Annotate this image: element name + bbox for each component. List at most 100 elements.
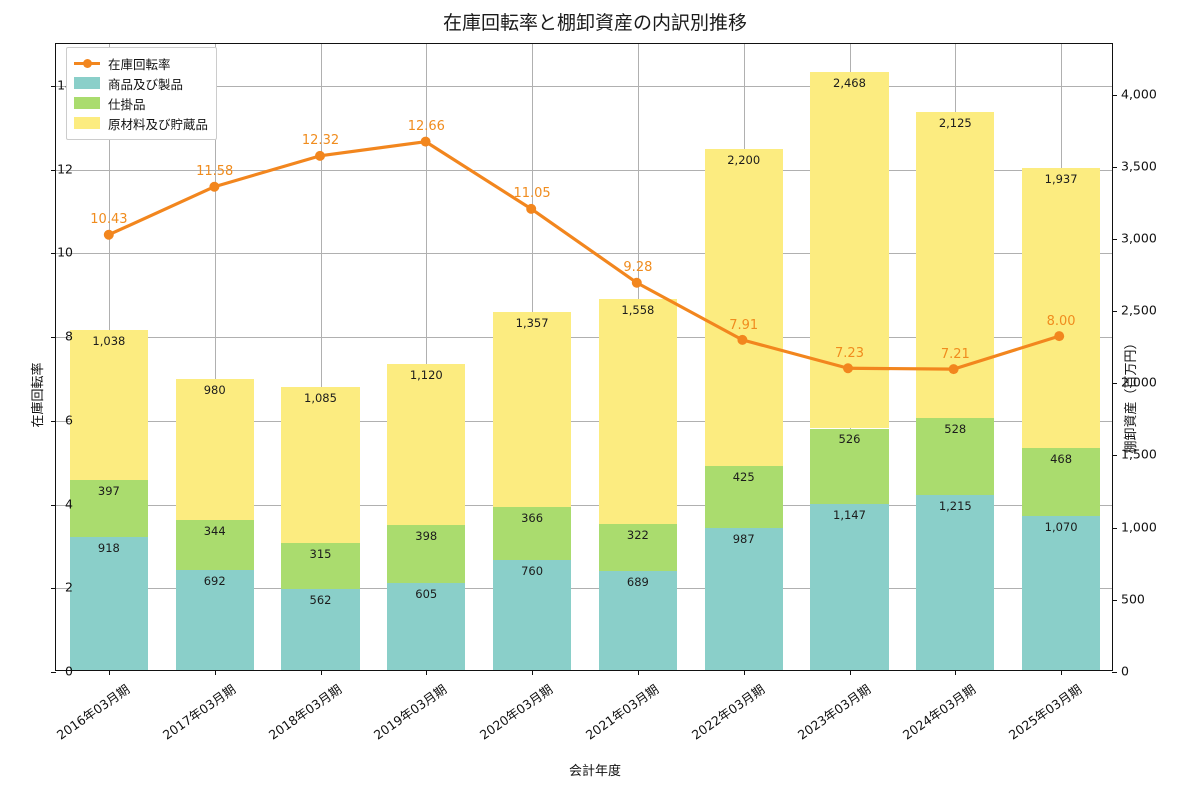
bar-value-label: 398 bbox=[415, 529, 438, 544]
x-axis-tick-3: 2019年03月期 bbox=[371, 681, 450, 743]
bar-segment[interactable] bbox=[69, 537, 149, 670]
bar-value-label: 528 bbox=[944, 422, 967, 437]
y-axis-left-tick: 12 bbox=[57, 161, 73, 177]
bar-segment[interactable] bbox=[1021, 168, 1101, 448]
bar-segment[interactable] bbox=[810, 428, 889, 505]
bar-value-label: 1,085 bbox=[304, 390, 337, 405]
line-marker[interactable] bbox=[209, 181, 220, 192]
bar-value-label: 1,147 bbox=[833, 508, 866, 523]
bar-stack[interactable] bbox=[704, 148, 783, 670]
bar-segment[interactable] bbox=[916, 418, 995, 495]
bar-value-label: 1,558 bbox=[621, 303, 655, 318]
y-axis-left-tick: 2 bbox=[65, 579, 73, 595]
bar-segment[interactable] bbox=[175, 520, 254, 571]
line-marker[interactable] bbox=[315, 150, 325, 161]
y-axis-left-tick: 8 bbox=[65, 328, 73, 344]
line-value-label: 7.21 bbox=[940, 347, 970, 363]
line-marker[interactable] bbox=[948, 364, 959, 375]
line-marker[interactable] bbox=[420, 136, 431, 147]
x-axis-tickmark bbox=[214, 670, 216, 675]
legend-label: 在庫回転率 bbox=[108, 56, 171, 72]
line-marker[interactable] bbox=[103, 229, 114, 240]
bar-segment[interactable] bbox=[69, 480, 149, 538]
bar-stack[interactable] bbox=[492, 311, 572, 670]
bar-segment[interactable] bbox=[1021, 447, 1101, 516]
bar-segment[interactable] bbox=[69, 330, 149, 481]
bar-segment[interactable] bbox=[1021, 515, 1101, 670]
y-axis-left-tickmark bbox=[51, 85, 56, 87]
bar-segment[interactable] bbox=[281, 386, 360, 544]
line-path bbox=[107, 140, 1061, 371]
bar-segment[interactable] bbox=[810, 504, 889, 670]
bar-segment[interactable] bbox=[175, 378, 254, 521]
y-axis-right-tick: 3,500 bbox=[1121, 158, 1157, 174]
plot-area: 918 397 1,038 692 344 980 562 315 1,085 605 398 1,1… bbox=[51, 43, 1117, 675]
y-axis-left-label: 在庫回転率 bbox=[31, 361, 47, 428]
bar-segment[interactable] bbox=[387, 582, 466, 670]
x-axis-tickmark bbox=[108, 670, 110, 675]
bar-segment[interactable] bbox=[387, 363, 466, 526]
legend-item[interactable]: 原材料及び貯蔵品 bbox=[74, 113, 208, 133]
bar-value-label: 1,215 bbox=[938, 498, 972, 513]
bar-segment[interactable] bbox=[598, 524, 678, 571]
y-axis-right-tick: 4,000 bbox=[1121, 86, 1157, 102]
x-axis-tick-6: 2022年03月期 bbox=[688, 681, 768, 743]
x-axis-tick-8: 2024年03月期 bbox=[900, 681, 979, 743]
line-value-label: 12.32 bbox=[301, 133, 340, 149]
y-axis-right-tickmark bbox=[1112, 455, 1117, 457]
legend-item[interactable]: 仕掛品 bbox=[74, 93, 208, 113]
line-value-label: 10.43 bbox=[90, 212, 128, 228]
bar-stack[interactable] bbox=[387, 363, 466, 670]
line-marker[interactable] bbox=[737, 334, 748, 345]
bar-segment[interactable] bbox=[281, 543, 360, 589]
y-axis-right-tickmark bbox=[1112, 238, 1117, 240]
bar-value-label: 918 bbox=[97, 541, 120, 556]
line-marker[interactable] bbox=[631, 277, 642, 288]
legend-item[interactable]: 商品及び製品 bbox=[74, 73, 208, 93]
bar-segment[interactable] bbox=[598, 299, 678, 525]
line-value-label: 7.23 bbox=[835, 346, 864, 362]
y-axis-right-tickmark bbox=[1112, 527, 1117, 529]
bar-segment[interactable] bbox=[916, 494, 995, 670]
bar-segment[interactable] bbox=[704, 148, 783, 467]
gridline-vertical bbox=[320, 44, 322, 670]
legend-item[interactable]: 在庫回転率 bbox=[74, 53, 208, 73]
gridline-horizontal bbox=[56, 337, 1112, 339]
y-axis-right-tickmark bbox=[1112, 94, 1117, 96]
line-marker[interactable] bbox=[843, 363, 853, 374]
x-axis-label: 会計年度 bbox=[568, 764, 621, 779]
bar-segment[interactable] bbox=[175, 570, 254, 670]
bar-stack[interactable] bbox=[1021, 168, 1101, 670]
bar-segment[interactable] bbox=[492, 311, 572, 508]
bar-value-label: 1,357 bbox=[515, 315, 549, 330]
line-series-in-inventory-turnover bbox=[103, 136, 1065, 375]
bar-stack[interactable] bbox=[69, 330, 149, 670]
bar-segment[interactable] bbox=[492, 560, 572, 670]
gridline-horizontal bbox=[56, 253, 1112, 255]
y-axis-right-tickmark bbox=[1112, 383, 1117, 385]
line-marker[interactable] bbox=[1054, 331, 1065, 342]
bar-stack[interactable] bbox=[281, 386, 360, 670]
gridline-horizontal bbox=[56, 420, 1112, 422]
bar-segment[interactable] bbox=[387, 525, 466, 583]
x-axis-tick-5: 2021年03月期 bbox=[582, 681, 662, 743]
x-axis-tick-4: 2020年03月期 bbox=[477, 681, 556, 743]
bar-value-label: 1,120 bbox=[409, 367, 443, 382]
line-marker[interactable] bbox=[526, 203, 537, 214]
bar-segment[interactable] bbox=[598, 570, 678, 670]
x-axis-tick-0: 2016年03月期 bbox=[53, 681, 133, 743]
bar-segment[interactable] bbox=[704, 466, 783, 528]
bar-segment[interactable] bbox=[281, 588, 360, 670]
y-axis-right-tick: 500 bbox=[1121, 591, 1145, 607]
bar-segment[interactable] bbox=[492, 507, 572, 561]
y-axis-left-tickmark bbox=[51, 253, 56, 255]
legend-color-swatch bbox=[74, 97, 100, 109]
gridline-horizontal bbox=[56, 169, 1112, 171]
bar-segment[interactable] bbox=[704, 527, 783, 670]
x-axis-tick-1: 2017年03月期 bbox=[159, 681, 239, 743]
bar-stack[interactable] bbox=[598, 299, 678, 670]
bar-stack[interactable] bbox=[175, 378, 254, 670]
y-axis-left-tickmark bbox=[51, 672, 56, 673]
bar-value-label: 2,468 bbox=[833, 76, 866, 91]
